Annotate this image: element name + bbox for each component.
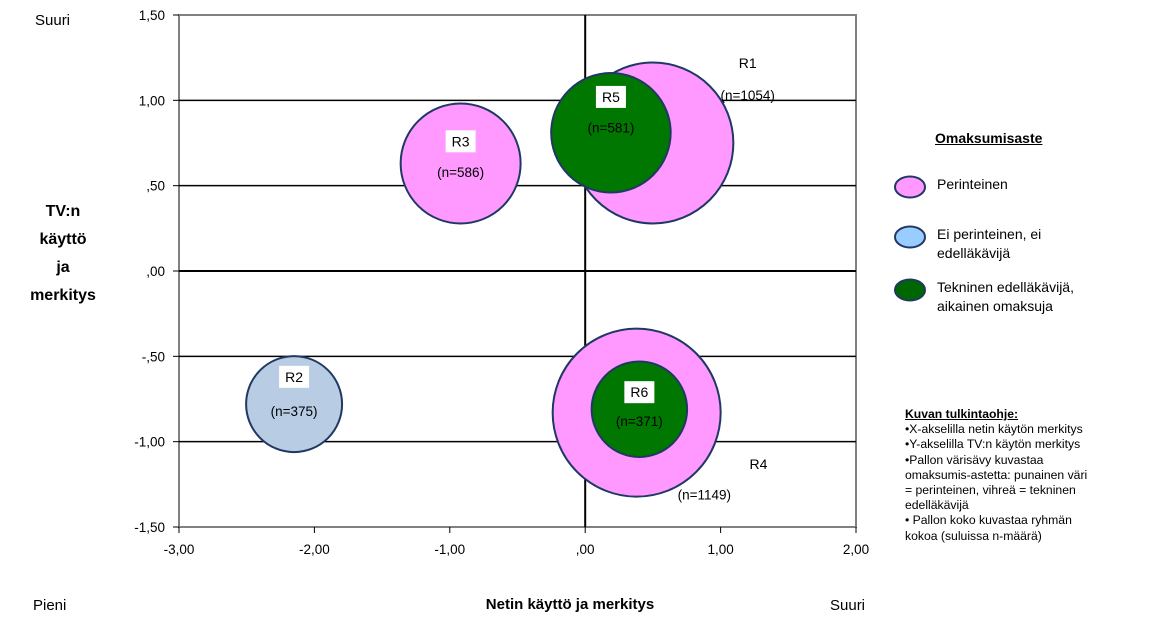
y-axis-title-line: merkitys — [30, 287, 96, 304]
legend-item-tekninen: Tekninen edelläkävijä, aikainen omaksuja — [893, 278, 1074, 316]
bubble-label: R3 — [452, 133, 470, 149]
bubble-n-label: (n=586) — [437, 165, 484, 180]
bubble-label: R2 — [285, 369, 303, 385]
bubble-label: R1 — [739, 55, 757, 71]
note-line: •X-akselilla netin käytön merkitys — [905, 422, 1083, 437]
legend-label: Perinteinen — [937, 175, 1008, 194]
bubble-r2 — [245, 355, 344, 454]
x-tick-label: ,00 — [576, 542, 595, 557]
bubble-label: R6 — [630, 384, 648, 400]
bubble-label-box — [279, 365, 310, 388]
x-tick-label: 1,00 — [707, 542, 733, 557]
legend-label-line: Perinteinen — [937, 176, 1008, 192]
x-tick-label: -3,00 — [164, 542, 195, 557]
legend-swatch-icon — [894, 225, 926, 249]
legend-label-line: edelläkävijä — [937, 245, 1011, 261]
bubble-n-label: (n=375) — [271, 404, 318, 419]
bubble-n-label: (n=371) — [616, 414, 663, 429]
legend: Omaksumisaste Perinteinen Ei perinteinen… — [893, 130, 1123, 314]
note-line: •Y-akselilla TV:n käytön merkitys — [905, 437, 1081, 452]
x-axis-low-label: Pieni — [33, 597, 67, 614]
bubble-n-label: (n=1054) — [720, 88, 774, 103]
legend-item-perinteinen: Perinteinen — [893, 175, 1008, 199]
legend-label-line: Tekninen edelläkävijä, — [937, 279, 1074, 295]
bubble-label-box — [445, 130, 476, 153]
bubble-n-label: (n=581) — [587, 121, 634, 136]
legend-label-line: aikainen omaksuja — [937, 298, 1053, 314]
bubble-label-box — [732, 51, 763, 74]
y-axis-title-line: käyttö — [39, 231, 87, 248]
legend-label-line: Ei perinteinen, ei — [937, 226, 1042, 242]
y-tick-label: -1,50 — [134, 520, 165, 535]
note-line: = perinteinen, vihreä = tekninen — [905, 483, 1076, 498]
y-tick-label: ,00 — [146, 264, 165, 279]
x-tick-label: 2,00 — [843, 542, 869, 557]
y-axis-title-line: TV:n — [45, 203, 81, 220]
note-line: edelläkävijä — [905, 498, 969, 513]
legend-label: Ei perinteinen, ei edelläkävijä — [937, 225, 1041, 263]
y-axis-title-line: ja — [56, 259, 70, 276]
note-line: • Pallon koko kuvastaa ryhmän — [905, 513, 1072, 528]
note-line: •Pallon värisävy kuvastaa — [905, 452, 1044, 467]
note-line: kokoa (suluissa n-määrä) — [905, 528, 1042, 543]
x-axis-title: Netin käyttö ja merkitys — [485, 596, 655, 613]
legend-label: Tekninen edelläkävijä, aikainen omaksuja — [937, 278, 1074, 316]
y-tick-label: -,50 — [142, 349, 165, 364]
bubble-n-label: (n=1149) — [678, 488, 731, 503]
bubble-r5 — [550, 72, 672, 194]
bubble-label-box — [595, 85, 626, 108]
bubble-label: R5 — [602, 89, 620, 105]
y-tick-label: -1,00 — [134, 435, 165, 450]
note-line: omaksumis-astetta: punainen väri — [905, 467, 1088, 482]
interpretation-notes: Kuvan tulkintaohje: •X-akselilla netin k… — [905, 407, 1150, 544]
notes-title: Kuvan tulkintaohje: — [905, 407, 1019, 421]
y-axis-high-label: Suuri — [35, 12, 71, 29]
bubble-label-box — [624, 381, 655, 404]
x-tick-label: -2,00 — [299, 542, 330, 557]
legend-swatch-icon — [894, 175, 926, 199]
bubble-r3 — [399, 102, 522, 225]
legend-title: Omaksumisaste — [935, 130, 1043, 146]
y-tick-label: 1,50 — [139, 8, 165, 23]
y-axis-title: TV:n käyttö ja merkitys — [18, 198, 108, 310]
bubble-label: R4 — [750, 456, 768, 472]
y-tick-label: 1,00 — [139, 93, 165, 108]
legend-swatch-icon — [894, 278, 926, 302]
legend-item-ei-perinteinen: Ei perinteinen, ei edelläkävijä — [893, 225, 1041, 263]
bubble-label-box — [743, 452, 774, 475]
y-tick-label: ,50 — [146, 179, 165, 194]
bubble-r6 — [590, 360, 689, 458]
x-tick-label: -1,00 — [434, 542, 465, 557]
x-axis-high-label: Suuri — [830, 597, 866, 614]
